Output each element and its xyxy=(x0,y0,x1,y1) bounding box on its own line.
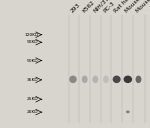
Text: Rat heart: Rat heart xyxy=(113,0,136,13)
Text: 293: 293 xyxy=(69,2,81,13)
Text: 90KD: 90KD xyxy=(27,40,38,44)
Text: 25KD: 25KD xyxy=(27,97,38,101)
Ellipse shape xyxy=(124,76,132,83)
Text: 35KD: 35KD xyxy=(27,78,38,82)
Ellipse shape xyxy=(103,76,109,83)
Ellipse shape xyxy=(136,76,141,83)
Ellipse shape xyxy=(69,76,77,83)
Text: K562: K562 xyxy=(81,0,95,13)
Text: Mouse heart: Mouse heart xyxy=(124,0,150,13)
Text: 50KD: 50KD xyxy=(27,58,38,62)
Text: Mouse liver: Mouse liver xyxy=(135,0,150,13)
Ellipse shape xyxy=(113,76,121,83)
Ellipse shape xyxy=(92,76,98,83)
Text: NIH/3T3: NIH/3T3 xyxy=(92,0,112,13)
Text: PC-3: PC-3 xyxy=(102,0,116,13)
Ellipse shape xyxy=(82,76,88,83)
Text: 20KD: 20KD xyxy=(27,110,38,114)
Ellipse shape xyxy=(126,110,130,113)
Text: 120KD: 120KD xyxy=(24,33,38,37)
